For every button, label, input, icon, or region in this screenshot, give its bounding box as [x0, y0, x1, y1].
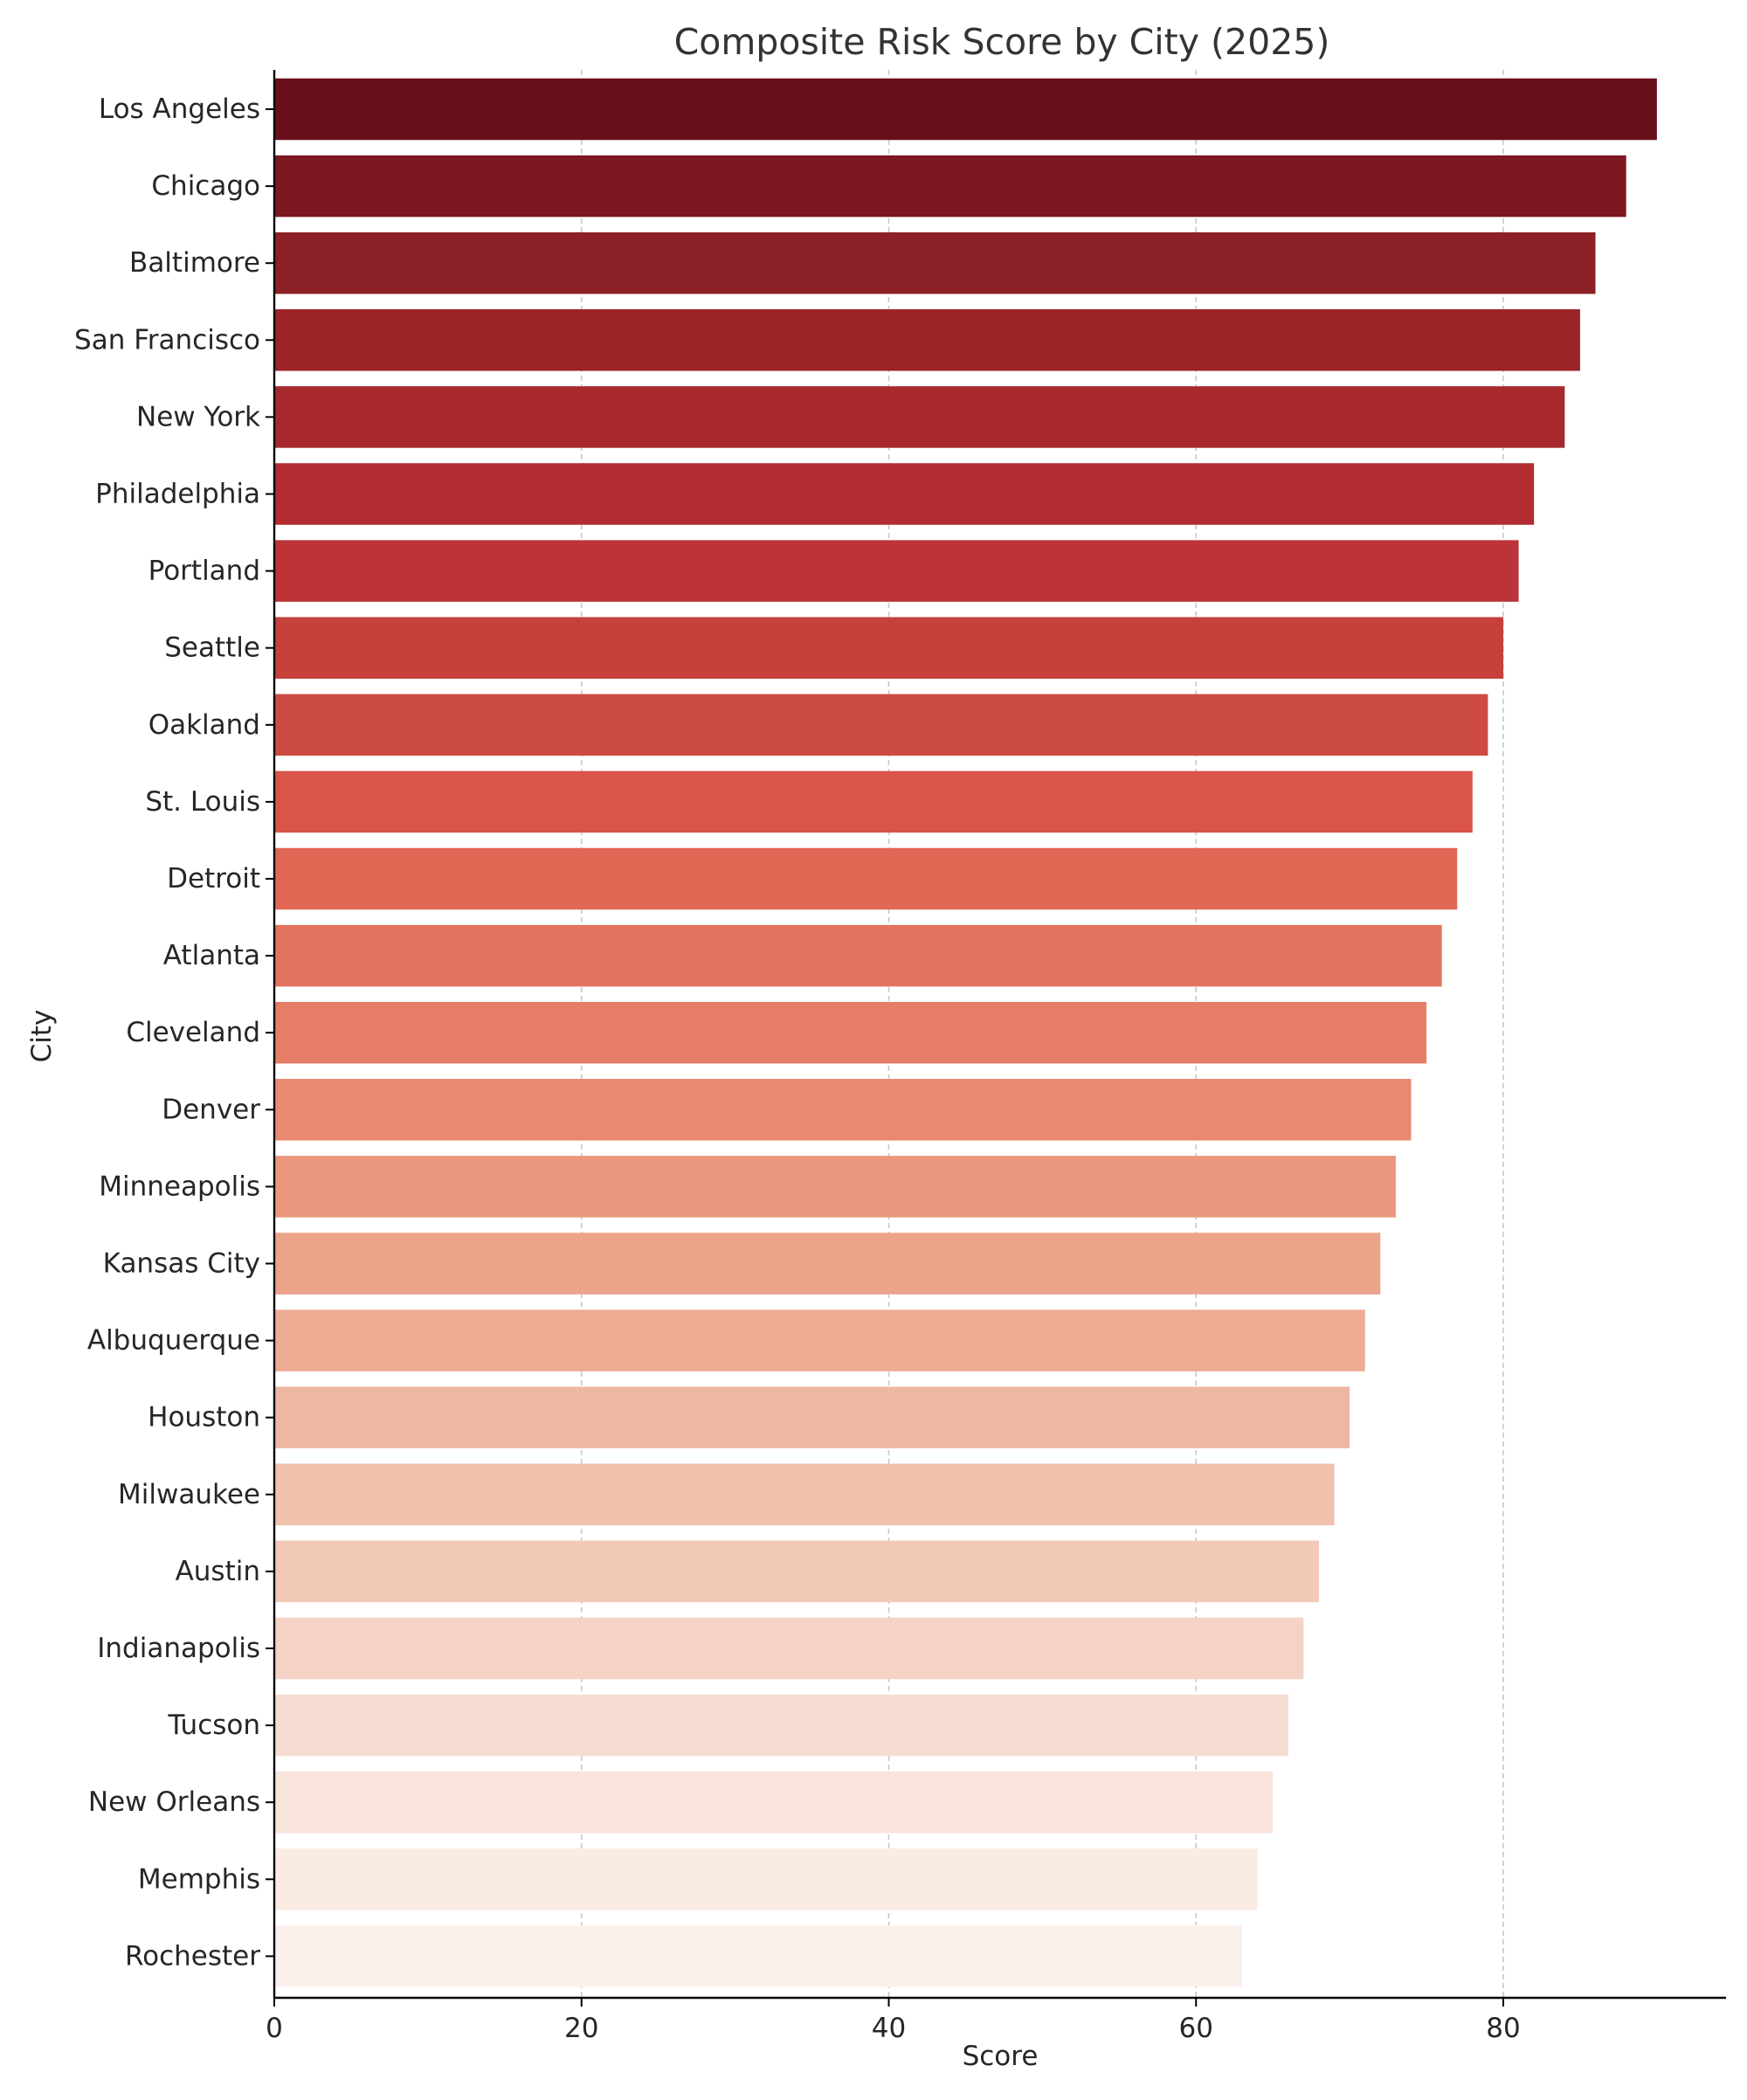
y-tick-label: Cleveland	[126, 1017, 260, 1048]
y-tick-label: Memphis	[138, 1863, 260, 1895]
y-tick-label: Oakland	[148, 709, 260, 741]
bar	[274, 1694, 1288, 1757]
bar	[274, 770, 1473, 833]
y-tick-label: Detroit	[167, 863, 260, 895]
y-tick-label: New Orleans	[88, 1786, 260, 1818]
y-tick-label: Los Angeles	[99, 93, 260, 125]
bar	[274, 847, 1458, 910]
y-tick-label: San Francisco	[74, 324, 260, 356]
x-tick-label: 80	[1486, 2013, 1520, 2044]
x-axis-label: Score	[963, 2041, 1039, 2072]
y-tick-label: Rochester	[125, 1940, 260, 1972]
y-tick-label: Milwaukee	[118, 1479, 260, 1510]
y-tick-label: Minneapolis	[99, 1171, 260, 1202]
bar	[274, 694, 1488, 756]
y-tick-label: Albuquerque	[87, 1325, 260, 1357]
bar	[274, 1848, 1258, 1910]
chart-title: Composite Risk Score by City (2025)	[674, 21, 1330, 63]
bar	[274, 1079, 1412, 1141]
y-tick-label: Chicago	[151, 170, 260, 202]
bar	[274, 1233, 1381, 1295]
y-tick-label: Austin	[176, 1556, 260, 1587]
bar	[274, 540, 1519, 602]
bar	[274, 463, 1535, 525]
y-tick-label: Tucson	[167, 1710, 260, 1741]
bar	[274, 1463, 1335, 1526]
x-ticks: 0 20 40 60 80	[266, 1998, 1521, 2044]
y-tick-label: Houston	[148, 1402, 260, 1433]
bar	[274, 1925, 1242, 1987]
y-tick-label: St. Louis	[145, 786, 260, 818]
bar	[274, 1386, 1350, 1448]
x-tick-label: 0	[266, 2013, 283, 2044]
y-axis-label: City	[26, 1010, 58, 1063]
bar	[274, 386, 1565, 448]
y-tick-label: Portland	[148, 556, 260, 587]
bars	[274, 78, 1657, 1987]
bar	[274, 155, 1626, 218]
x-tick-label: 20	[564, 2013, 598, 2044]
axes	[273, 70, 1726, 2000]
y-tick-label: New York	[136, 401, 260, 432]
bar	[274, 1617, 1304, 1680]
y-ticks: Los Angeles Chicago Baltimore San Francisco…	[74, 93, 274, 1972]
bar	[274, 1540, 1319, 1603]
bar	[274, 309, 1580, 371]
x-tick-label: 60	[1179, 2013, 1213, 2044]
y-tick-label: Baltimore	[129, 247, 260, 279]
y-tick-label: Philadelphia	[95, 479, 260, 510]
y-tick-label: Seattle	[164, 632, 260, 664]
y-tick-label: Indianapolis	[97, 1633, 260, 1664]
bar	[274, 617, 1503, 679]
bar	[274, 1771, 1274, 1834]
y-tick-label: Denver	[162, 1094, 260, 1125]
bar	[274, 924, 1442, 987]
bar	[274, 1001, 1427, 1064]
bar	[274, 1156, 1396, 1218]
y-tick-label: Atlanta	[163, 940, 260, 971]
bar	[274, 1309, 1365, 1371]
bar	[274, 231, 1596, 294]
x-tick-label: 40	[872, 2013, 906, 2044]
y-tick-label: Kansas City	[103, 1248, 260, 1280]
bar	[274, 78, 1657, 141]
